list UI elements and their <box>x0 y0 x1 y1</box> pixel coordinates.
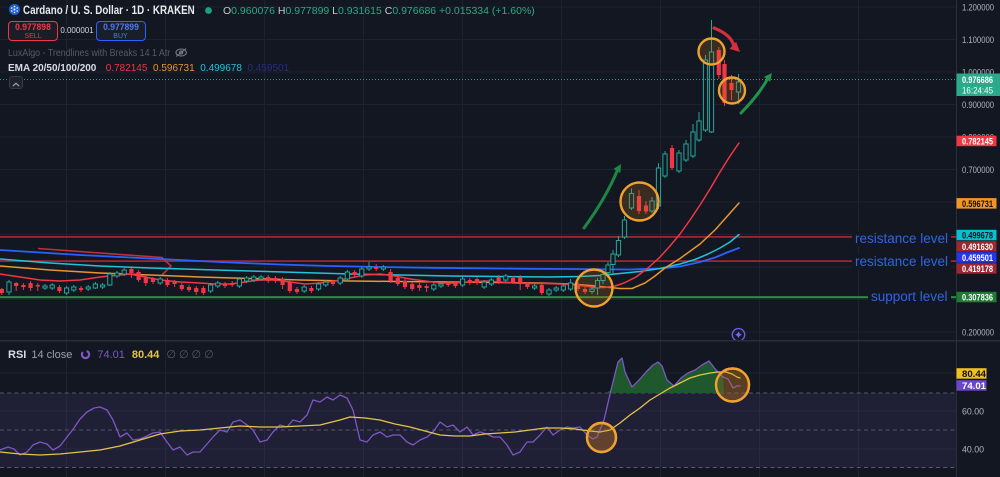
svg-text:0.491630: 0.491630 <box>962 242 993 253</box>
svg-text:0.459501: 0.459501 <box>962 253 994 264</box>
svg-text:0.499678: 0.499678 <box>962 231 993 242</box>
svg-text:0.307836: 0.307836 <box>962 293 993 304</box>
svg-text:1.000000: 1.000000 <box>962 67 994 78</box>
svg-text:0.976686: 0.976686 <box>962 75 993 86</box>
svg-text:0.782145: 0.782145 <box>962 136 994 147</box>
svg-text:80.44: 80.44 <box>962 369 987 380</box>
svg-text:0.419178: 0.419178 <box>962 264 993 275</box>
svg-text:0.700000: 0.700000 <box>962 165 994 176</box>
svg-text:0.900000: 0.900000 <box>962 100 994 111</box>
svg-text:40.00: 40.00 <box>962 444 984 455</box>
svg-text:16:24:45: 16:24:45 <box>962 86 993 97</box>
svg-text:60.00: 60.00 <box>962 406 984 417</box>
svg-text:0.596731: 0.596731 <box>962 199 994 210</box>
svg-text:1.200000: 1.200000 <box>962 2 994 13</box>
svg-text:74.01: 74.01 <box>962 381 987 392</box>
svg-text:1.100000: 1.100000 <box>962 35 994 46</box>
svg-text:0.200000: 0.200000 <box>962 327 994 338</box>
